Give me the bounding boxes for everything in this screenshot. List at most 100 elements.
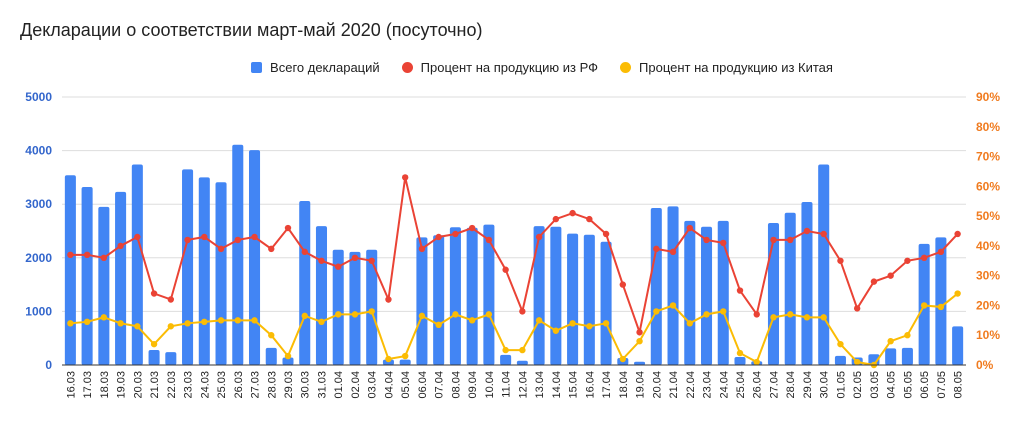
data-point[interactable] (787, 236, 794, 244)
data-point[interactable] (184, 320, 191, 327)
data-point[interactable] (385, 296, 392, 303)
data-point[interactable] (217, 245, 225, 253)
data-point[interactable] (669, 302, 677, 309)
data-point[interactable] (904, 332, 911, 339)
data-point[interactable] (234, 236, 241, 244)
bar[interactable] (767, 222, 780, 365)
data-point[interactable] (418, 245, 426, 253)
data-point[interactable] (351, 254, 359, 261)
data-point[interactable] (586, 215, 593, 223)
bar[interactable] (366, 249, 378, 365)
bar[interactable] (533, 226, 545, 365)
data-point[interactable] (351, 311, 359, 318)
data-point[interactable] (83, 318, 91, 326)
bar[interactable] (717, 220, 729, 365)
data-point[interactable] (150, 290, 158, 297)
data-point[interactable] (301, 312, 308, 320)
legend-item-china[interactable]: Процент на продукцию из Китая (620, 60, 833, 75)
data-point[interactable] (753, 358, 760, 366)
data-point[interactable] (67, 251, 74, 259)
bar[interactable] (834, 355, 846, 365)
data-point[interactable] (954, 230, 961, 238)
data-point[interactable] (552, 327, 560, 334)
bar[interactable] (684, 220, 696, 365)
data-point[interactable] (820, 314, 827, 321)
data-point[interactable] (502, 266, 509, 273)
data-point[interactable] (686, 224, 693, 232)
data-point[interactable] (335, 311, 342, 318)
data-point[interactable] (452, 230, 459, 238)
bar[interactable] (282, 357, 294, 365)
data-point[interactable] (485, 311, 493, 318)
bar[interactable] (131, 164, 143, 365)
bar[interactable] (416, 237, 428, 365)
bar[interactable] (349, 251, 361, 365)
data-point[interactable] (284, 352, 292, 360)
data-point[interactable] (234, 317, 241, 324)
data-point[interactable] (920, 302, 928, 309)
bar[interactable] (667, 206, 679, 365)
data-point[interactable] (653, 308, 660, 315)
bar[interactable] (299, 200, 311, 365)
data-point[interactable] (837, 340, 844, 348)
data-point[interactable] (586, 323, 593, 330)
data-point[interactable] (284, 224, 292, 232)
data-point[interactable] (920, 254, 928, 261)
data-point[interactable] (100, 254, 108, 261)
bar[interactable] (634, 361, 646, 365)
data-point[interactable] (619, 281, 627, 288)
data-point[interactable] (167, 323, 175, 330)
data-point[interactable] (67, 320, 74, 327)
data-point[interactable] (569, 209, 576, 217)
bar[interactable] (265, 347, 277, 365)
data-point[interactable] (184, 236, 191, 244)
data-point[interactable] (368, 257, 375, 264)
data-point[interactable] (887, 337, 894, 345)
bar[interactable] (466, 227, 478, 365)
data-point[interactable] (853, 358, 861, 366)
bar[interactable] (449, 227, 461, 365)
legend-item-total[interactable]: Всего деклараций (251, 60, 380, 75)
data-point[interactable] (83, 251, 91, 259)
data-point[interactable] (519, 308, 526, 315)
data-point[interactable] (418, 312, 426, 320)
data-point[interactable] (853, 305, 861, 312)
bar[interactable] (315, 226, 328, 365)
data-point[interactable] (720, 239, 727, 247)
data-point[interactable] (803, 314, 811, 321)
data-point[interactable] (167, 296, 175, 303)
bar[interactable] (182, 169, 194, 365)
bar[interactable] (583, 234, 595, 365)
data-point[interactable] (134, 323, 141, 330)
data-point[interactable] (134, 233, 141, 241)
bar[interactable] (801, 202, 813, 365)
bar[interactable] (516, 360, 528, 365)
data-point[interactable] (669, 248, 677, 256)
data-point[interactable] (268, 332, 275, 339)
data-point[interactable] (753, 311, 760, 318)
data-point[interactable] (401, 352, 409, 360)
data-point[interactable] (770, 314, 777, 321)
data-point[interactable] (602, 320, 610, 327)
bar[interactable] (935, 237, 947, 365)
data-point[interactable] (435, 321, 442, 328)
data-point[interactable] (703, 236, 710, 244)
bar[interactable] (700, 226, 713, 365)
data-point[interactable] (703, 311, 710, 318)
bar[interactable] (81, 187, 93, 365)
data-point[interactable] (736, 349, 744, 357)
bar[interactable] (165, 352, 177, 365)
data-point[interactable] (954, 290, 961, 297)
data-point[interactable] (385, 355, 392, 363)
data-point[interactable] (937, 303, 945, 311)
data-point[interactable] (301, 248, 308, 256)
data-point[interactable] (368, 308, 375, 315)
bar[interactable] (483, 224, 495, 365)
data-point[interactable] (519, 346, 526, 354)
bar[interactable] (382, 359, 394, 365)
data-point[interactable] (201, 233, 208, 241)
bar[interactable] (64, 175, 76, 365)
data-point[interactable] (720, 308, 727, 315)
data-point[interactable] (653, 245, 660, 253)
bar[interactable] (650, 207, 662, 365)
